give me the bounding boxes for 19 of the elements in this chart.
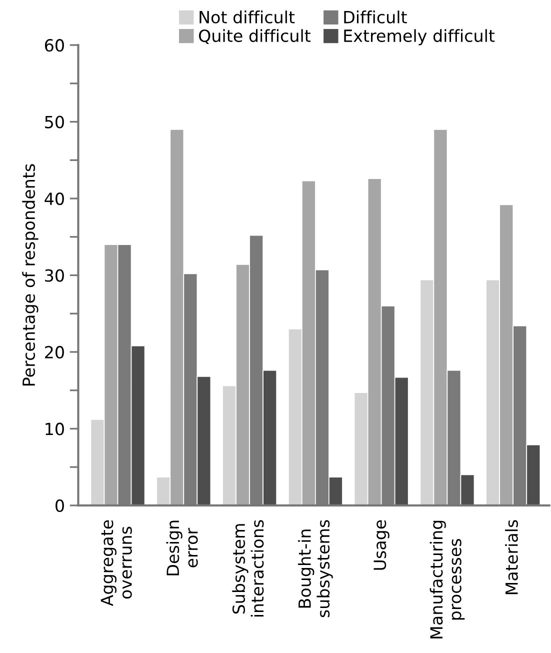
x-tick-label: Aggregate overruns — [100, 520, 132, 606]
x-tick-label: Design error — [166, 520, 198, 576]
y-tick-label: 30 — [45, 269, 64, 282]
y-tick-label: 0 — [56, 499, 64, 512]
legend-label: Not difficult — [200, 10, 295, 24]
y-tick-label: 20 — [45, 346, 64, 359]
legend-label: Quite difficult — [198, 29, 311, 44]
x-tick-label: Materials — [505, 520, 518, 594]
y-tick-label: 10 — [46, 422, 64, 436]
y-tick-label: 50 — [45, 116, 64, 128]
y-axis-title: Percentage of respondents — [22, 164, 38, 386]
y-tick-label: 60 — [45, 39, 64, 52]
legend-label: Extremely difficult — [344, 29, 495, 46]
x-tick-label: Usage — [374, 520, 390, 570]
x-tick-label: Manufacturing processes — [430, 520, 465, 638]
y-tick-label: 40 — [44, 192, 64, 206]
x-tick-label: Subsystem interactions — [232, 520, 264, 617]
legend-label: Difficult — [344, 10, 407, 24]
x-tick-label: Bought-in subsystems — [298, 520, 333, 618]
